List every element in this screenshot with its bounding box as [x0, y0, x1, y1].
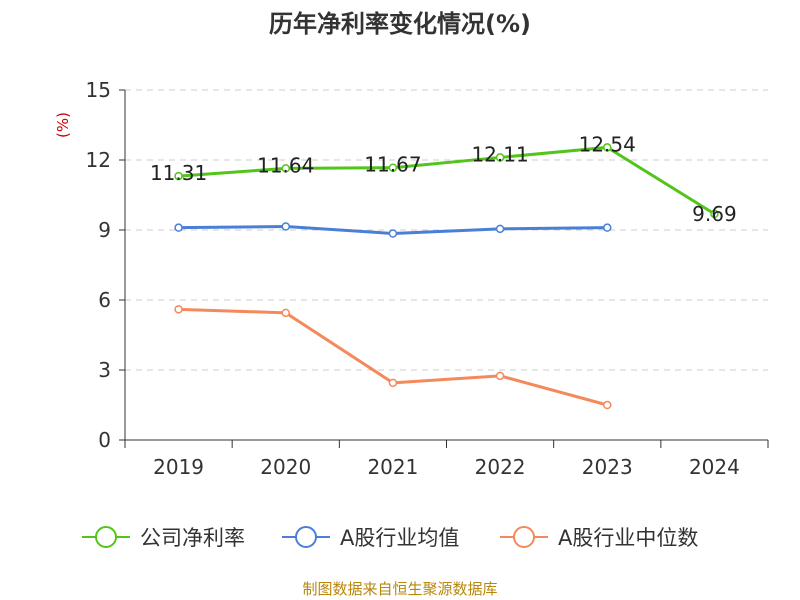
- y-tick-label: 12: [86, 148, 111, 172]
- series-group: [174, 143, 719, 410]
- data-point: [281, 164, 290, 173]
- data-point: [603, 400, 612, 410]
- data-point: [281, 308, 290, 318]
- axes: 0 3 6 9 12 15 (%) 2019 2020 2021 2022 2023 2024: [54, 78, 769, 479]
- x-tick-label: 2023: [582, 455, 633, 479]
- y-tick-label: 0: [98, 428, 111, 452]
- legend-label: 公司净利率: [140, 526, 245, 550]
- legend-item[interactable]: A股行业均值: [282, 526, 459, 550]
- y-tick-label: 15: [86, 78, 111, 102]
- x-tick-label: 2019: [153, 455, 204, 479]
- data-label: 12.11: [471, 142, 528, 166]
- x-tick-label: 2021: [367, 455, 418, 479]
- data-point: [388, 163, 398, 172]
- data-label: 11.64: [257, 153, 314, 177]
- data-label: 9.69: [692, 202, 737, 226]
- x-tick-label: 2024: [689, 455, 740, 479]
- legend-label: A股行业中位数: [558, 526, 698, 550]
- legend-label: A股行业均值: [340, 526, 459, 550]
- data-labels: 11.31 11.64 11.67 12.11 12.54 9.69: [150, 132, 737, 226]
- data-point: [388, 378, 398, 388]
- data-point: [281, 222, 290, 231]
- data-label: 12.54: [579, 132, 636, 156]
- legend-marker: [295, 526, 317, 548]
- data-point: [603, 143, 612, 152]
- data-point: [388, 229, 398, 238]
- data-point: [174, 171, 183, 181]
- data-point: [174, 223, 183, 232]
- data-label: 11.31: [150, 161, 207, 185]
- data-point: [495, 153, 505, 162]
- legend: 公司净利率 A股行业均值 A股行业中位数: [82, 526, 698, 550]
- x-tick-label: 2020: [260, 455, 311, 479]
- x-tick-label: 2022: [475, 455, 526, 479]
- chart-title: 历年净利率变化情况(%): [269, 10, 531, 38]
- legend-item[interactable]: 公司净利率: [82, 526, 245, 550]
- legend-marker: [513, 526, 535, 548]
- legend-marker: [95, 526, 117, 548]
- data-point: [603, 223, 612, 232]
- data-source-note: 制图数据来自恒生聚源数据库: [302, 580, 498, 598]
- series-line: [178, 145, 716, 216]
- y-tick-label: 6: [98, 288, 111, 312]
- data-point: [174, 305, 183, 314]
- y-tick-label: 9: [98, 218, 111, 242]
- legend-item[interactable]: A股行业中位数: [500, 526, 698, 550]
- data-point: [710, 209, 719, 219]
- data-label: 11.67: [364, 153, 421, 177]
- y-tick-label: 3: [98, 358, 111, 382]
- data-point: [495, 371, 505, 381]
- series-line: [178, 307, 608, 407]
- data-point: [495, 224, 505, 234]
- y-axis-label: (%): [54, 112, 72, 138]
